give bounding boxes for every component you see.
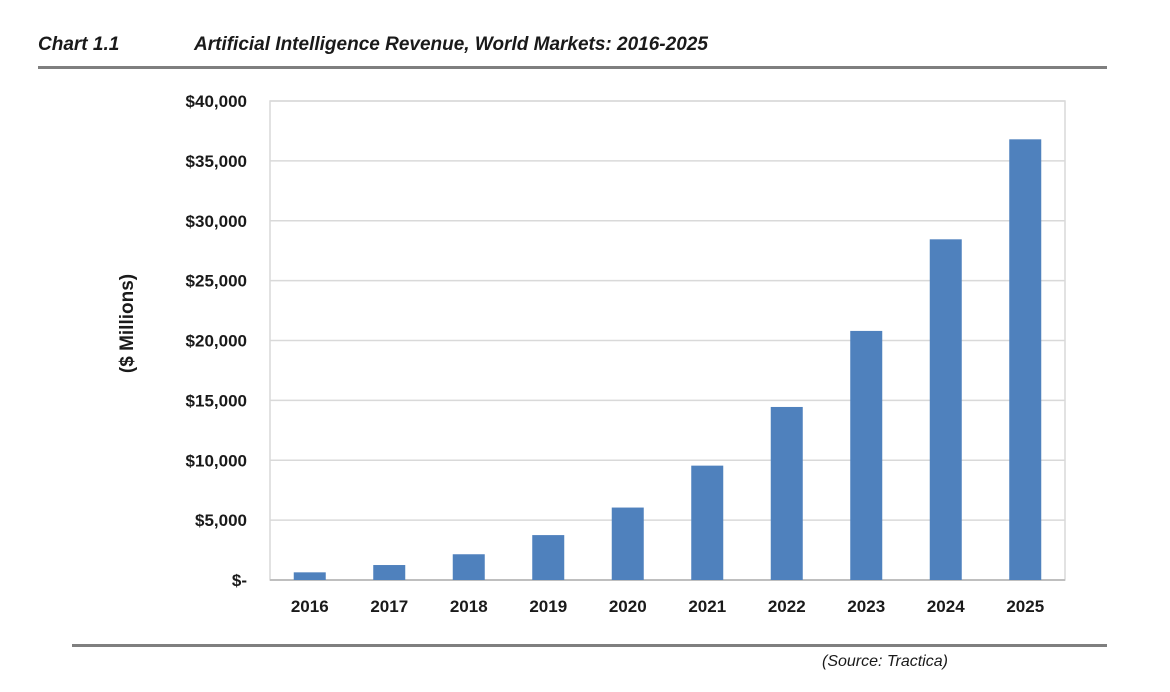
source-note: (Source: Tractica) bbox=[822, 653, 948, 670]
y-axis-label: ($ Millions) bbox=[117, 274, 138, 373]
y-tick-label: $10,000 bbox=[186, 451, 247, 470]
chart-number: Chart 1.1 bbox=[38, 34, 120, 55]
x-tick-label: 2023 bbox=[847, 597, 885, 616]
bar bbox=[1009, 139, 1042, 580]
bar bbox=[691, 465, 724, 580]
x-tick-label: 2019 bbox=[529, 597, 567, 616]
bar bbox=[850, 330, 883, 580]
y-tick-label: $20,000 bbox=[186, 332, 247, 351]
bottom-rule bbox=[72, 644, 1107, 647]
x-tick-label: 2016 bbox=[291, 597, 329, 616]
y-tick-label: $15,000 bbox=[186, 391, 247, 410]
x-tick-label: 2024 bbox=[927, 597, 965, 616]
x-tick-label: 2017 bbox=[370, 597, 408, 616]
x-tick-label: 2022 bbox=[768, 597, 806, 616]
x-tick-label: 2020 bbox=[609, 597, 647, 616]
bar bbox=[929, 239, 962, 580]
x-tick-label: 2021 bbox=[688, 597, 726, 616]
y-tick-label: $25,000 bbox=[186, 272, 247, 291]
y-tick-label: $- bbox=[232, 571, 247, 590]
y-tick-label: $35,000 bbox=[186, 152, 247, 171]
top-rule bbox=[38, 66, 1107, 69]
bar bbox=[373, 565, 406, 580]
bar bbox=[452, 554, 485, 580]
bar bbox=[532, 535, 565, 580]
bar bbox=[293, 572, 326, 580]
y-tick-label: $5,000 bbox=[195, 511, 247, 530]
x-tick-label: 2018 bbox=[450, 597, 488, 616]
y-tick-label: $30,000 bbox=[186, 212, 247, 231]
bar bbox=[611, 507, 644, 580]
chart-title: Artificial Intelligence Revenue, World M… bbox=[194, 34, 708, 55]
bar bbox=[770, 406, 803, 580]
x-tick-label: 2025 bbox=[1006, 597, 1044, 616]
y-tick-label: $40,000 bbox=[186, 92, 247, 111]
